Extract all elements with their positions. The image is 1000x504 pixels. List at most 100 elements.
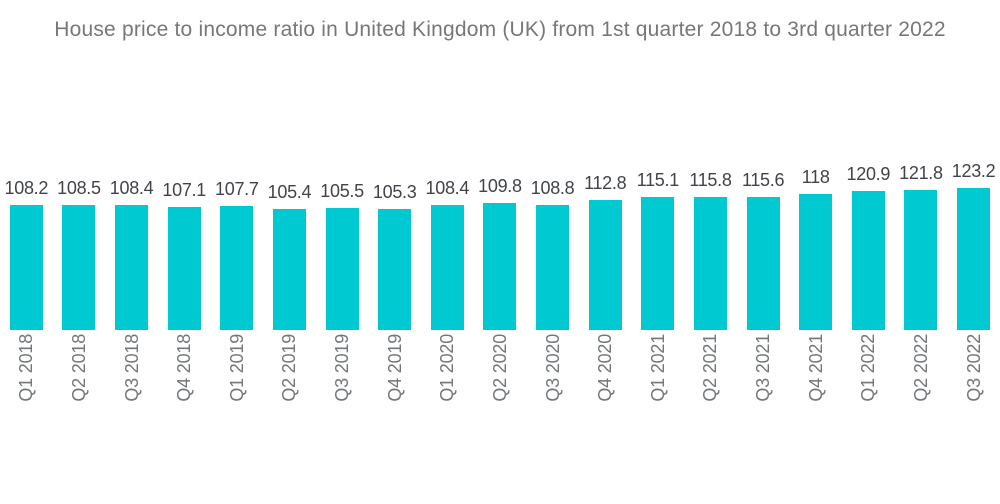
- x-axis-label-cell: Q1 2021: [632, 334, 685, 418]
- x-axis-label: Q2 2019: [279, 334, 300, 402]
- x-axis-label: Q3 2019: [332, 334, 353, 402]
- bar-value-label: 108.5: [57, 177, 101, 198]
- bar-value-label: 105.3: [372, 181, 417, 202]
- bar: [746, 196, 780, 330]
- chart-title: House price to income ratio in United Ki…: [54, 18, 946, 41]
- x-axis-label: Q4 2020: [595, 334, 616, 402]
- x-axis-label: Q2 2020: [489, 334, 510, 402]
- bar-column: 115.6: [737, 170, 790, 330]
- bar: [9, 205, 43, 330]
- x-axis-label: Q2 2021: [700, 334, 721, 402]
- x-axis-label: Q3 2018: [121, 334, 142, 402]
- bar: [62, 204, 96, 330]
- x-axis-label: Q1 2022: [858, 334, 879, 402]
- bar-value-label: 108.4: [109, 178, 154, 199]
- x-axis-label-cell: Q4 2021: [789, 334, 842, 418]
- bar: [378, 208, 412, 330]
- x-axis-label-cell: Q1 2022: [842, 334, 895, 418]
- plot-area: 108.2 108.5 108.4 107.1 107.7 105.4 105.5 105.3…: [0, 160, 1000, 330]
- bar-value-label: 123.2: [951, 161, 996, 181]
- bar-value-label: 112.8: [584, 173, 627, 193]
- x-axis-label-cell: Q3 2021: [737, 334, 790, 418]
- bar-value-label: 109.8: [478, 176, 522, 197]
- x-axis-label-cell: Q4 2018: [158, 334, 211, 418]
- x-axis-label-cell: Q2 2018: [53, 334, 106, 418]
- bar-value-label: 108.2: [4, 178, 49, 199]
- bar-column: 121.8: [895, 163, 948, 330]
- x-axis-label: Q2 2022: [910, 334, 931, 402]
- x-axis-label-cell: Q2 2019: [263, 334, 316, 418]
- bar-column: 105.3: [368, 182, 421, 330]
- x-axis-label-cell: Q1 2019: [211, 334, 264, 418]
- x-axis-label-cell: Q3 2018: [105, 334, 158, 418]
- x-axis-label: Q4 2021: [805, 334, 826, 402]
- bar: [220, 205, 254, 330]
- bar: [957, 188, 991, 330]
- bar-column: 123.2: [947, 161, 1000, 330]
- bar-chart: 108.2 108.5 108.4 107.1 107.7 105.4 105.5 105.3…: [0, 160, 1000, 418]
- bar: [325, 208, 359, 330]
- x-axis-label-cell: Q1 2020: [421, 334, 474, 418]
- x-axis-label-cell: Q2 2021: [684, 334, 737, 418]
- bar-column: 118: [789, 167, 842, 330]
- bar-column: 115.8: [684, 169, 737, 330]
- bar-value-label: 107.7: [215, 178, 259, 199]
- bar-column: 108.2: [0, 178, 53, 330]
- x-axis-label-cell: Q2 2020: [474, 334, 527, 418]
- x-axis-label-cell: Q3 2022: [947, 334, 1000, 418]
- bar: [904, 189, 938, 330]
- x-axis-label: Q4 2019: [384, 334, 405, 402]
- bar: [536, 204, 570, 330]
- bar-value-label: 115.8: [689, 169, 732, 190]
- bar: [588, 200, 622, 330]
- bar-column: 105.4: [263, 181, 316, 330]
- bar: [851, 190, 885, 330]
- bar-column: 115.1: [632, 170, 685, 330]
- bar-value-label: 115.6: [741, 169, 785, 190]
- bar-column: 109.8: [474, 176, 527, 330]
- bar-value-label: 107.1: [162, 179, 206, 200]
- bar: [693, 196, 727, 330]
- bar-column: 107.1: [158, 180, 211, 330]
- x-axis-label: Q1 2020: [437, 334, 458, 402]
- x-axis-label-cell: Q1 2018: [0, 334, 53, 418]
- bar-column: 112.8: [579, 173, 632, 330]
- bar-value-label: 108.8: [530, 177, 575, 198]
- x-axis-label: Q4 2018: [174, 334, 195, 402]
- x-axis-label-cell: Q3 2020: [526, 334, 579, 418]
- x-axis-label-cell: Q4 2019: [368, 334, 421, 418]
- bar-value-label: 105.5: [320, 181, 364, 202]
- bar-column: 108.5: [53, 178, 106, 330]
- x-axis-label: Q3 2021: [753, 334, 774, 402]
- bar: [641, 197, 675, 330]
- x-axis-label: Q3 2020: [542, 334, 563, 402]
- bar: [483, 203, 517, 330]
- x-axis-label: Q1 2021: [647, 334, 668, 402]
- x-axis-label-cell: Q3 2019: [316, 334, 369, 418]
- bar: [430, 205, 464, 330]
- bar-column: 105.5: [316, 181, 369, 330]
- bar-value-label: 121.8: [899, 162, 943, 183]
- x-axis-label: Q1 2018: [16, 334, 37, 402]
- x-axis-label-cell: Q2 2022: [895, 334, 948, 418]
- x-axis-label: Q2 2018: [68, 334, 89, 402]
- bar-column: 120.9: [842, 164, 895, 330]
- x-axis-label: Q3 2022: [963, 334, 984, 402]
- bar-value-label: 105.4: [267, 181, 312, 202]
- x-axis-label: Q1 2019: [226, 334, 247, 402]
- x-axis-label-cell: Q4 2020: [579, 334, 632, 418]
- x-axis: Q1 2018 Q2 2018 Q3 2018 Q4 2018 Q1 2019 Q2 20…: [0, 334, 1000, 418]
- bar-value-label: 108.4: [425, 178, 470, 199]
- bar: [167, 206, 201, 330]
- bar-value-label: 118: [801, 167, 830, 187]
- bar: [115, 205, 149, 330]
- bar: [272, 208, 306, 330]
- bar-column: 107.7: [211, 179, 264, 330]
- bar-column: 108.8: [526, 178, 579, 330]
- bar-value-label: 115.1: [636, 170, 680, 191]
- bar: [799, 194, 833, 330]
- bar-column: 108.4: [105, 178, 158, 330]
- bar-value-label: 120.9: [846, 163, 891, 184]
- bar-column: 108.4: [421, 178, 474, 330]
